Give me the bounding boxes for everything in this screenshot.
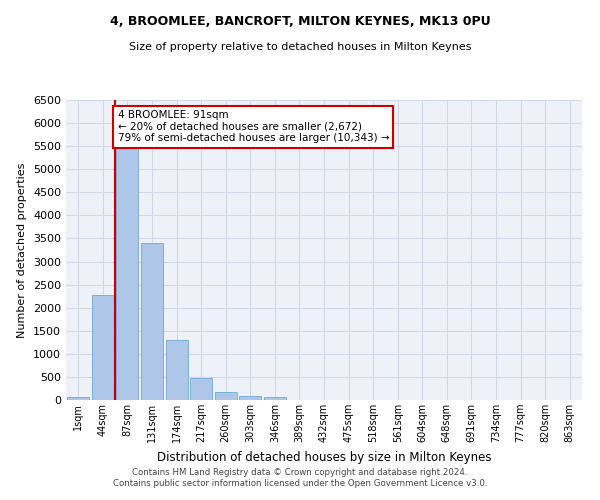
Bar [166, 340, 188, 400]
Bar [239, 396, 262, 400]
Text: 4 BROOMLEE: 91sqm
← 20% of detached houses are smaller (2,672)
79% of semi-detac: 4 BROOMLEE: 91sqm ← 20% of detached hous… [118, 110, 389, 144]
Bar [67, 397, 89, 400]
Text: Size of property relative to detached houses in Milton Keynes: Size of property relative to detached ho… [129, 42, 471, 52]
Bar [215, 392, 237, 400]
Bar [264, 397, 286, 400]
Text: Contains HM Land Registry data © Crown copyright and database right 2024.
Contai: Contains HM Land Registry data © Crown c… [113, 468, 487, 487]
Text: 4, BROOMLEE, BANCROFT, MILTON KEYNES, MK13 0PU: 4, BROOMLEE, BANCROFT, MILTON KEYNES, MK… [110, 15, 490, 28]
X-axis label: Distribution of detached houses by size in Milton Keynes: Distribution of detached houses by size … [157, 450, 491, 464]
Y-axis label: Number of detached properties: Number of detached properties [17, 162, 28, 338]
Bar [190, 378, 212, 400]
Bar [92, 295, 114, 400]
Bar [116, 148, 139, 400]
Bar [141, 243, 163, 400]
